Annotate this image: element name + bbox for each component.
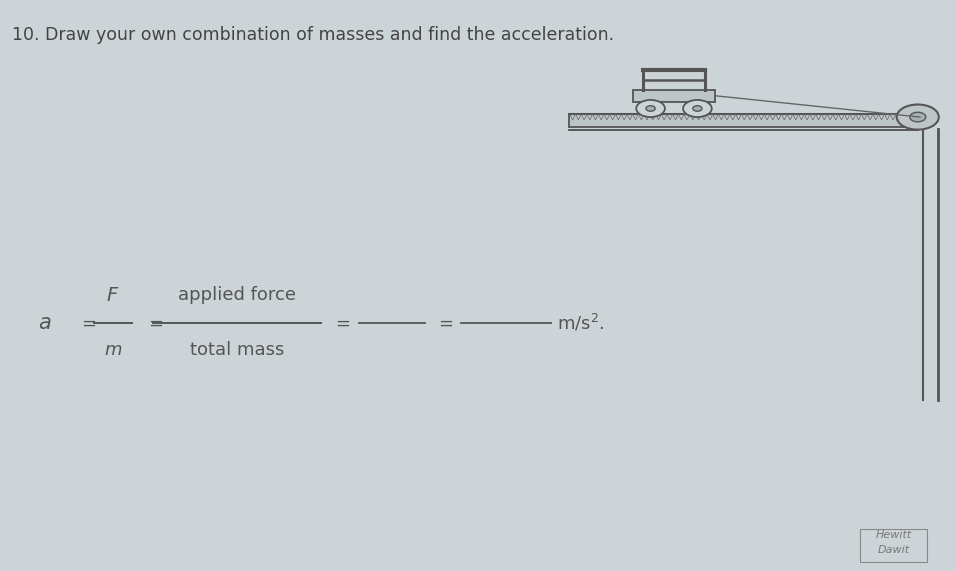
Text: Hewitt: Hewitt: [876, 529, 912, 540]
Circle shape: [897, 104, 939, 130]
Text: applied force: applied force: [178, 286, 296, 304]
Text: total mass: total mass: [190, 341, 284, 359]
Text: $=$: $=$: [78, 313, 97, 332]
Text: 10. Draw your own combination of masses and find the acceleration.: 10. Draw your own combination of masses …: [12, 26, 615, 44]
Circle shape: [646, 106, 655, 111]
Circle shape: [636, 100, 665, 117]
FancyBboxPatch shape: [633, 90, 714, 102]
Text: $=$: $=$: [435, 313, 453, 332]
Text: $\mathrm{m/s^2}$.: $\mathrm{m/s^2}$.: [557, 312, 605, 333]
Text: $m$: $m$: [103, 341, 122, 359]
Circle shape: [693, 106, 702, 111]
Circle shape: [683, 100, 711, 117]
Text: $F$: $F$: [106, 286, 120, 305]
Text: $a$: $a$: [38, 312, 52, 333]
Text: $=$: $=$: [332, 313, 350, 332]
Circle shape: [910, 112, 925, 122]
Text: Dawit: Dawit: [878, 545, 910, 555]
Text: $=$: $=$: [145, 313, 163, 332]
FancyBboxPatch shape: [569, 114, 923, 127]
